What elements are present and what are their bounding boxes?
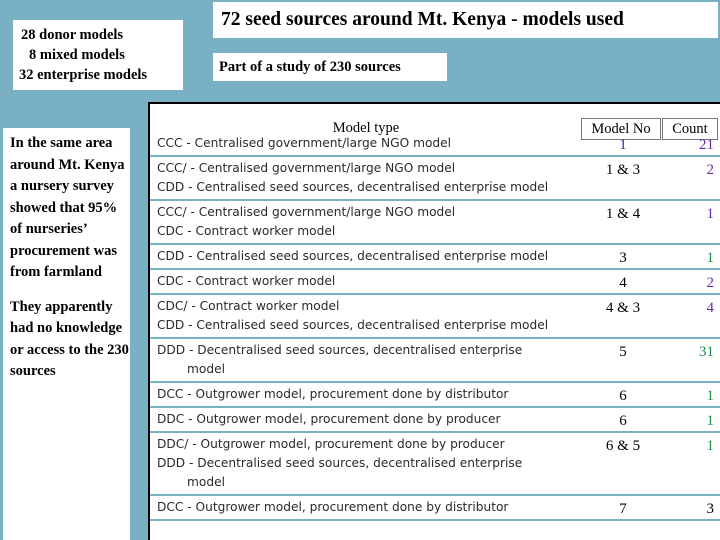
side-note-survey: In the same area around Mt. Kenya a nurs… — [10, 135, 125, 280]
cell-count: 2 — [663, 156, 720, 201]
cell-model-no: 6 & 5 — [583, 432, 663, 496]
cell-count: 21 — [663, 132, 720, 157]
cell-model-type: CDC/ - Contract worker model CDD - Centra… — [150, 294, 583, 339]
cell-model-type: CDC - Contract worker model — [150, 269, 583, 295]
cell-model-no: 1 & 3 — [583, 156, 663, 201]
cell-count: 1 — [663, 382, 720, 408]
model-type-line: CDC - Contract worker model — [157, 274, 336, 288]
table-row: CDC/ - Contract worker model CDD - Centra… — [150, 294, 720, 339]
table-row: CCC - Centralised government/large NGO m… — [150, 132, 720, 157]
cell-model-no: 3 — [583, 244, 663, 270]
table-row: DDD - Decentralised seed sources, decent… — [150, 338, 720, 383]
cell-count: 2 — [663, 269, 720, 295]
model-type-line: CDC/ - Contract worker model — [157, 299, 340, 313]
cell-model-no: 1 & 4 — [583, 200, 663, 245]
cell-count: 1 — [663, 432, 720, 496]
cell-count: 4 — [663, 294, 720, 339]
models-table-panel: Model type Model No Count CCC - Centrali… — [148, 102, 720, 540]
model-type-line: DCC - Outgrower model, procurement done … — [157, 500, 509, 514]
table-row: DDC - Outgrower model, procurement done … — [150, 407, 720, 433]
cell-model-no: 7 — [583, 495, 663, 521]
slide-title: 72 seed sources around Mt. Kenya - model… — [213, 2, 718, 38]
cell-count: 1 — [663, 407, 720, 433]
side-note-knowledge: They apparently had no knowledge or acce… — [10, 298, 129, 380]
cell-model-type: DCC - Outgrower model, procurement done … — [150, 382, 583, 408]
model-type-line: model — [187, 362, 225, 376]
cell-model-type: CDD - Centralised seed sources, decentra… — [150, 244, 583, 270]
table-row: DCC - Outgrower model, procurement done … — [150, 382, 720, 408]
table-row: CCC/ - Centralised government/large NGO … — [150, 156, 720, 201]
summary-line-donor: 28 donor models — [21, 27, 124, 43]
slide-subtitle: Part of a study of 230 sources — [213, 53, 447, 81]
summary-box: 28 donor models 8 mixed models 32 enterp… — [13, 20, 183, 90]
model-type-line: CDD - Centralised seed sources, decentra… — [157, 318, 549, 332]
table-row: DDC/ - Outgrower model, procurement done… — [150, 432, 720, 496]
cell-model-type: DDC/ - Outgrower model, procurement done… — [150, 432, 583, 496]
cell-model-type: DCC - Outgrower model, procurement done … — [150, 495, 583, 521]
table-shadow-left — [148, 102, 150, 540]
table-row: DCC - Outgrower model, procurement done … — [150, 495, 720, 521]
model-type-line: DDC/ - Outgrower model, procurement done… — [157, 437, 505, 451]
model-type-line: CDD - Centralised seed sources, decentra… — [157, 249, 549, 263]
table-row: CDD - Centralised seed sources, decentra… — [150, 244, 720, 270]
cell-model-no: 1 — [583, 132, 663, 157]
models-table: CCC - Centralised government/large NGO m… — [150, 132, 720, 521]
model-type-line: CCC/ - Centralised government/large NGO … — [157, 205, 456, 219]
model-type-line: CCC/ - Centralised government/large NGO … — [157, 161, 456, 175]
cell-model-type: DDC - Outgrower model, procurement done … — [150, 407, 583, 433]
table-row: CCC/ - Centralised government/large NGO … — [150, 200, 720, 245]
cell-model-no: 6 — [583, 407, 663, 433]
cell-model-type: CCC/ - Centralised government/large NGO … — [150, 200, 583, 245]
cell-count: 31 — [663, 338, 720, 383]
model-type-line: DDC - Outgrower model, procurement done … — [157, 412, 501, 426]
model-type-line: DDD - Decentralised seed sources, decent… — [157, 456, 523, 470]
model-type-line: DDD - Decentralised seed sources, decent… — [157, 343, 523, 357]
model-type-line: CDD - Centralised seed sources, decentra… — [157, 180, 549, 194]
side-notes: In the same area around Mt. Kenya a nurs… — [3, 128, 130, 540]
cell-model-type: CCC/ - Centralised government/large NGO … — [150, 156, 583, 201]
cell-model-type: CCC - Centralised government/large NGO m… — [150, 132, 583, 157]
cell-count: 1 — [663, 244, 720, 270]
model-type-line: DCC - Outgrower model, procurement done … — [157, 387, 509, 401]
model-type-line: model — [187, 475, 225, 489]
model-type-line: CDC - Contract worker model — [157, 224, 336, 238]
cell-model-no: 5 — [583, 338, 663, 383]
cell-model-no: 6 — [583, 382, 663, 408]
cell-count: 3 — [663, 495, 720, 521]
cell-model-no: 4 — [583, 269, 663, 295]
table-row: CDC - Contract worker model 4 2 — [150, 269, 720, 295]
summary-line-mixed: 8 mixed models — [29, 47, 125, 63]
cell-model-type: DDD - Decentralised seed sources, decent… — [150, 338, 583, 383]
cell-model-no: 4 & 3 — [583, 294, 663, 339]
summary-line-enterprise: 32 enterprise models — [19, 67, 148, 83]
table-shadow-top — [148, 102, 720, 104]
cell-count: 1 — [663, 200, 720, 245]
model-type-line: CCC - Centralised government/large NGO m… — [157, 136, 452, 150]
